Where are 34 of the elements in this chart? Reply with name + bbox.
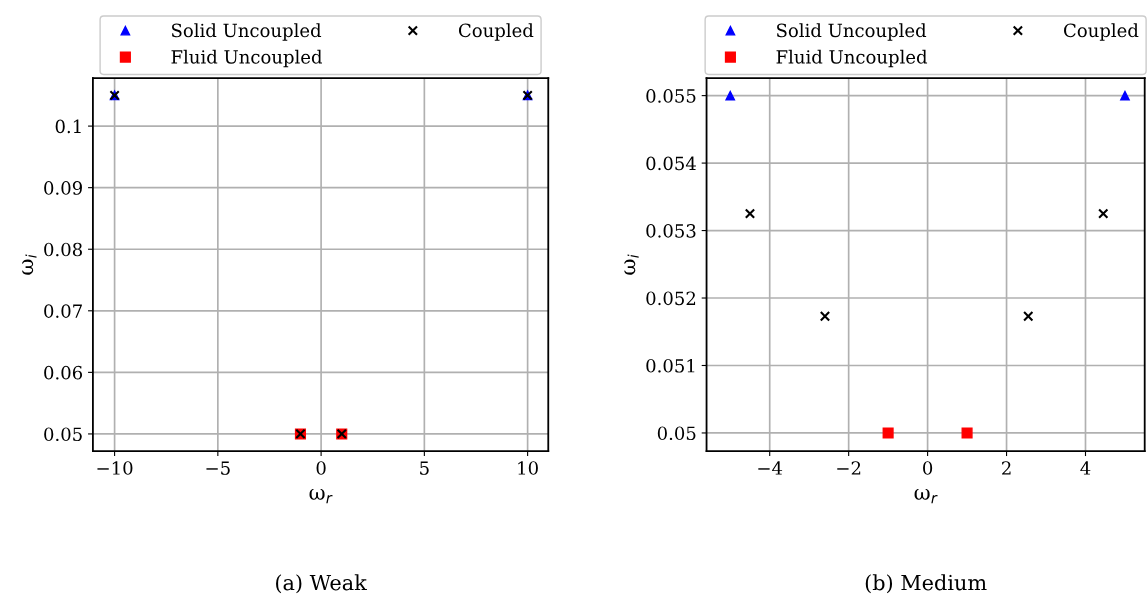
x-tick-label: 4: [1080, 461, 1091, 475]
x-tick-label: −10: [97, 461, 133, 475]
y-tick-label: 0.05: [44, 427, 82, 442]
y-tick-label: 0.06: [44, 365, 83, 380]
legend-label: Coupled: [458, 23, 534, 41]
x-tick-label: 0: [316, 461, 326, 475]
legend-label: Solid Uncoupled: [172, 23, 322, 41]
legend-label: Fluid Uncoupled: [171, 49, 323, 68]
y-tick-label: 0.054: [646, 156, 696, 171]
y-tick-label: 0.09: [44, 181, 82, 195]
y-tick-label: 0.05: [657, 426, 696, 441]
y-tick-label: 0.053: [646, 224, 696, 238]
x-tick-label: −5: [206, 461, 230, 475]
x-tick-label: −4: [758, 461, 783, 475]
legend-label: Coupled: [1064, 23, 1139, 41]
y-axis-title: ω$_{i}$: [22, 254, 37, 275]
x-tick-label: −2: [837, 461, 861, 475]
x-tick-label: 0: [923, 461, 933, 475]
y-axis-title: ω$_{i}$: [624, 254, 639, 275]
y-tick-label: 0.07: [44, 304, 82, 318]
legend-label: Fluid Uncoupled: [776, 49, 928, 68]
legend-label: Solid Uncoupled: [777, 23, 927, 41]
x-tick-label: 5: [420, 461, 429, 475]
x-axis-title: ω$_{r}$: [914, 488, 938, 504]
x-tick-label: 10: [518, 461, 538, 475]
y-tick-label: 0.051: [646, 358, 695, 373]
text: (a) Weak: [276, 574, 367, 594]
y-tick-label: 0.052: [646, 291, 696, 306]
x-axis-title: ω$_{r}$: [309, 488, 333, 504]
x-tick-label: 2: [1002, 461, 1011, 475]
y-tick-label: 0.08: [44, 242, 82, 257]
text: (b) Medium: [865, 574, 987, 594]
y-tick-label: 0.055: [646, 89, 696, 103]
y-tick-label: 0.1: [55, 119, 81, 134]
